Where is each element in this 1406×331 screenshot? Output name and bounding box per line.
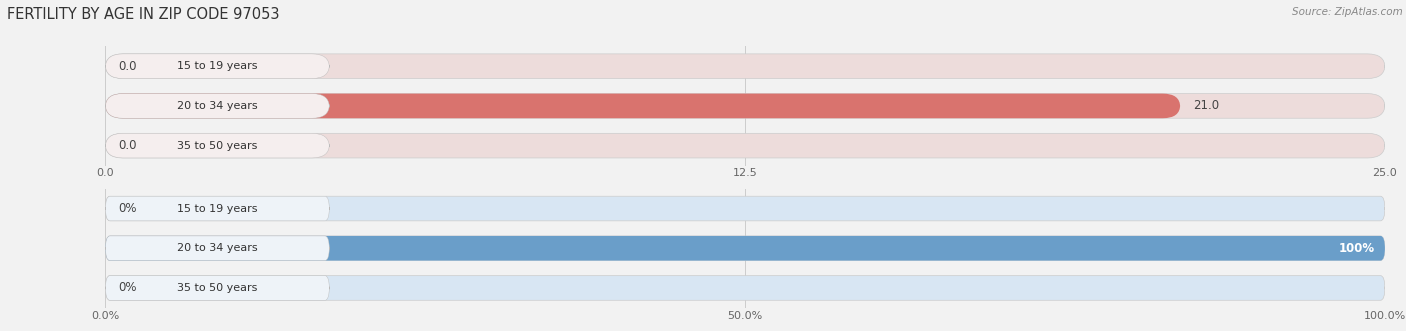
FancyBboxPatch shape xyxy=(105,54,1385,78)
Text: 21.0: 21.0 xyxy=(1194,99,1219,113)
Text: 15 to 19 years: 15 to 19 years xyxy=(177,61,257,71)
FancyBboxPatch shape xyxy=(105,276,329,300)
FancyBboxPatch shape xyxy=(105,236,329,260)
FancyBboxPatch shape xyxy=(105,196,329,221)
Text: 0.0: 0.0 xyxy=(118,139,136,152)
Text: 20 to 34 years: 20 to 34 years xyxy=(177,101,257,111)
Text: 0%: 0% xyxy=(118,281,136,295)
FancyBboxPatch shape xyxy=(105,133,1385,158)
FancyBboxPatch shape xyxy=(105,133,329,158)
Text: 20 to 34 years: 20 to 34 years xyxy=(177,243,257,253)
FancyBboxPatch shape xyxy=(105,94,1385,118)
Text: FERTILITY BY AGE IN ZIP CODE 97053: FERTILITY BY AGE IN ZIP CODE 97053 xyxy=(7,7,280,22)
Text: 0.0: 0.0 xyxy=(118,60,136,73)
FancyBboxPatch shape xyxy=(105,236,1385,260)
FancyBboxPatch shape xyxy=(105,196,1385,221)
Text: 0%: 0% xyxy=(118,202,136,215)
Text: 35 to 50 years: 35 to 50 years xyxy=(177,141,257,151)
FancyBboxPatch shape xyxy=(105,94,1180,118)
Text: 100%: 100% xyxy=(1339,242,1375,255)
Text: 35 to 50 years: 35 to 50 years xyxy=(177,283,257,293)
FancyBboxPatch shape xyxy=(105,54,329,78)
FancyBboxPatch shape xyxy=(105,236,1385,260)
Text: Source: ZipAtlas.com: Source: ZipAtlas.com xyxy=(1292,7,1403,17)
FancyBboxPatch shape xyxy=(105,276,1385,300)
Text: 15 to 19 years: 15 to 19 years xyxy=(177,204,257,213)
FancyBboxPatch shape xyxy=(105,94,329,118)
